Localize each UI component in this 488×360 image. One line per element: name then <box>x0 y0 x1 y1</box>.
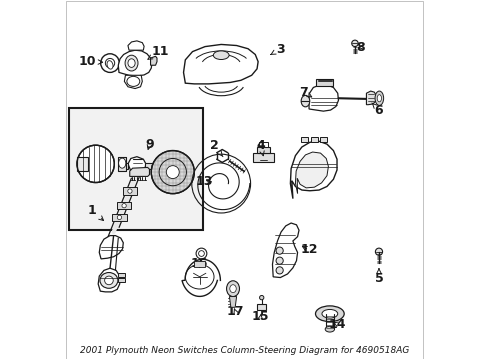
Text: 2001 Plymouth Neon Switches Column-Steering Diagram for 4690518AG: 2001 Plymouth Neon Switches Column-Steer… <box>80 346 408 355</box>
Bar <box>259 142 267 147</box>
Text: 15: 15 <box>251 310 269 324</box>
Ellipse shape <box>100 273 118 288</box>
Ellipse shape <box>321 310 337 318</box>
Ellipse shape <box>105 58 115 68</box>
Ellipse shape <box>375 248 382 255</box>
Text: 13: 13 <box>195 175 213 188</box>
Text: 6: 6 <box>371 103 383 117</box>
Text: 7: 7 <box>299 86 311 99</box>
Text: 5: 5 <box>374 269 383 285</box>
Ellipse shape <box>276 247 283 254</box>
Ellipse shape <box>101 54 119 72</box>
Ellipse shape <box>374 91 383 105</box>
Text: 1: 1 <box>87 204 103 220</box>
Ellipse shape <box>104 276 113 285</box>
Ellipse shape <box>166 166 179 179</box>
Ellipse shape <box>276 257 283 264</box>
Text: 10: 10 <box>79 55 102 68</box>
Ellipse shape <box>325 326 334 332</box>
Bar <box>319 137 326 142</box>
Text: 2: 2 <box>209 139 223 157</box>
Polygon shape <box>124 75 142 89</box>
Ellipse shape <box>117 215 122 220</box>
Ellipse shape <box>77 145 114 183</box>
Polygon shape <box>229 297 236 307</box>
Polygon shape <box>99 235 123 259</box>
Polygon shape <box>290 141 336 199</box>
Text: 4: 4 <box>256 139 264 156</box>
Ellipse shape <box>125 55 138 71</box>
Ellipse shape <box>276 267 283 274</box>
Bar <box>77 157 88 171</box>
Bar <box>257 147 269 153</box>
Ellipse shape <box>127 189 132 193</box>
Ellipse shape <box>259 296 264 300</box>
Ellipse shape <box>119 158 125 168</box>
Ellipse shape <box>107 61 113 69</box>
Ellipse shape <box>122 203 126 208</box>
Bar <box>118 278 124 282</box>
Bar <box>118 273 124 277</box>
Text: 9: 9 <box>145 138 153 151</box>
Text: 8: 8 <box>356 41 365 54</box>
Bar <box>257 304 265 310</box>
Polygon shape <box>272 223 298 278</box>
Ellipse shape <box>126 76 140 86</box>
Polygon shape <box>366 91 376 105</box>
Bar <box>144 163 152 169</box>
Ellipse shape <box>229 285 236 293</box>
Ellipse shape <box>128 59 135 67</box>
Text: 12: 12 <box>300 243 317 256</box>
Bar <box>117 202 131 209</box>
Bar <box>122 188 137 195</box>
Polygon shape <box>129 167 149 176</box>
Polygon shape <box>128 41 144 50</box>
Polygon shape <box>182 259 220 296</box>
Polygon shape <box>308 85 338 111</box>
Bar <box>120 163 128 169</box>
Text: 11: 11 <box>147 45 169 59</box>
Ellipse shape <box>301 95 309 107</box>
Bar <box>69 108 203 230</box>
Polygon shape <box>295 152 328 194</box>
Polygon shape <box>183 44 258 84</box>
Text: 3: 3 <box>270 42 284 55</box>
Text: 17: 17 <box>226 306 244 319</box>
Polygon shape <box>150 56 157 65</box>
Bar <box>252 153 274 162</box>
Ellipse shape <box>151 150 194 194</box>
Ellipse shape <box>226 281 239 297</box>
Ellipse shape <box>213 51 228 59</box>
Text: 14: 14 <box>328 318 346 331</box>
Polygon shape <box>118 50 152 76</box>
Ellipse shape <box>376 95 381 102</box>
Bar <box>112 214 126 221</box>
Polygon shape <box>128 157 145 172</box>
Ellipse shape <box>351 40 357 46</box>
Ellipse shape <box>315 306 344 321</box>
Polygon shape <box>98 268 120 292</box>
Bar <box>316 79 333 86</box>
Text: 16: 16 <box>191 257 208 270</box>
Bar <box>194 261 204 267</box>
Bar <box>301 137 308 142</box>
Bar <box>310 137 317 142</box>
Bar <box>118 157 126 171</box>
